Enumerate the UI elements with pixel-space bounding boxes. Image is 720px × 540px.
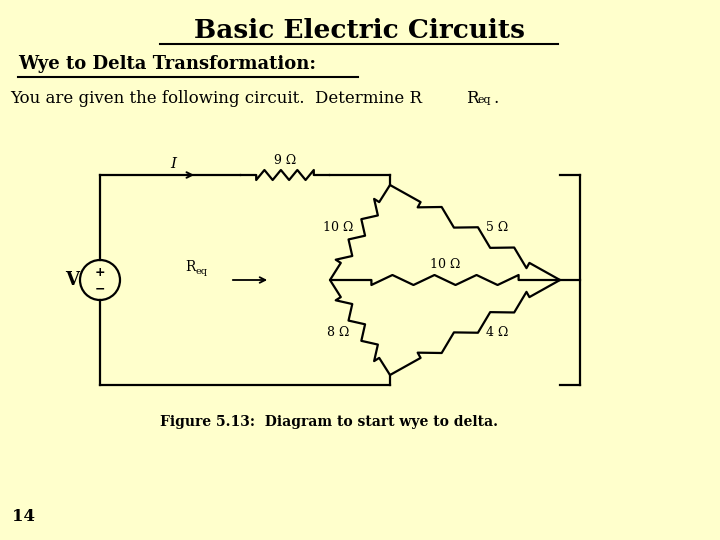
Text: V: V xyxy=(65,271,79,289)
Text: Basic Electric Circuits: Basic Electric Circuits xyxy=(194,18,526,43)
Text: +: + xyxy=(95,266,105,279)
Text: 4 Ω: 4 Ω xyxy=(486,326,508,339)
Text: 10 Ω: 10 Ω xyxy=(323,221,354,234)
Text: eq: eq xyxy=(195,267,207,276)
Text: Figure 5.13:  Diagram to start wye to delta.: Figure 5.13: Diagram to start wye to del… xyxy=(160,415,498,429)
Text: You are given the following circuit.  Determine R: You are given the following circuit. Det… xyxy=(10,90,422,107)
Text: R: R xyxy=(466,90,479,107)
Text: .: . xyxy=(493,90,498,107)
Text: R: R xyxy=(185,260,195,274)
Text: 10 Ω: 10 Ω xyxy=(430,259,460,272)
Text: −: − xyxy=(95,282,105,295)
Text: Wye to Delta Transformation:: Wye to Delta Transformation: xyxy=(18,55,316,73)
Text: 8 Ω: 8 Ω xyxy=(327,326,349,339)
Text: I: I xyxy=(170,157,176,171)
Text: 14: 14 xyxy=(12,508,35,525)
Text: eq: eq xyxy=(478,95,492,105)
Text: 9 Ω: 9 Ω xyxy=(274,154,296,167)
Text: 5 Ω: 5 Ω xyxy=(486,221,508,234)
